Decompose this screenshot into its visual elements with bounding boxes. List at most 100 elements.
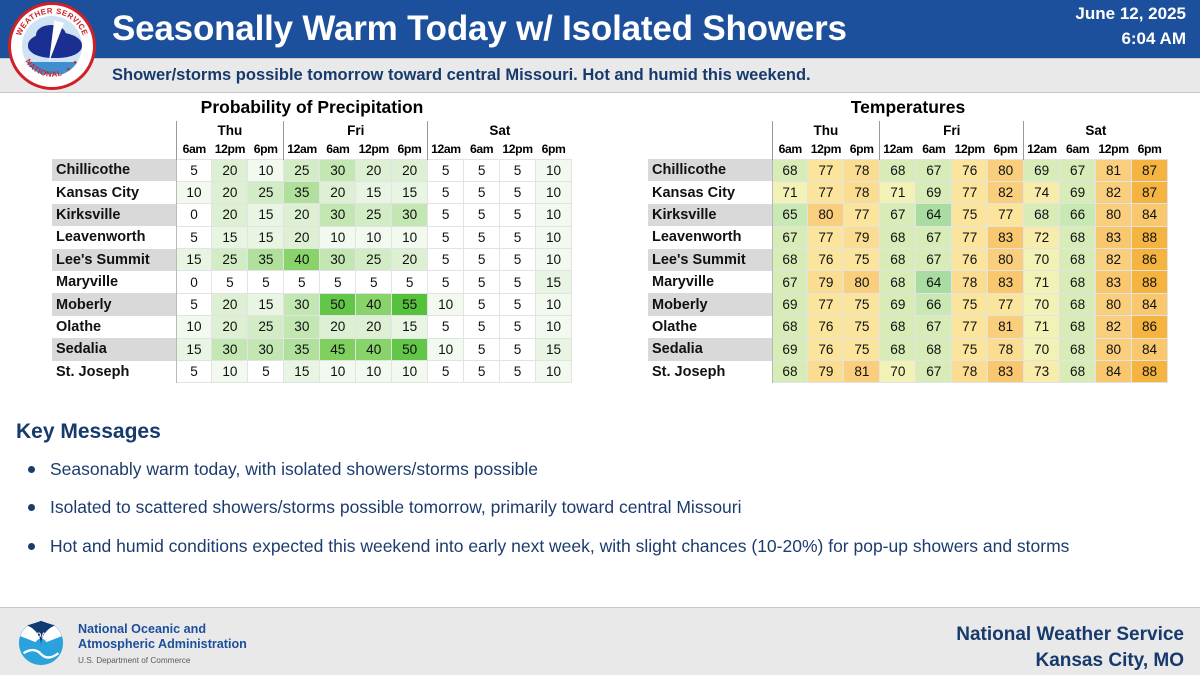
pop-table: Thu Fri Sat 6am 12pm 6pm 12am 6am 12pm 6pm 12am 6a… xyxy=(52,121,572,384)
forecast-value-cell: 77 xyxy=(807,180,845,205)
forecast-value-cell: 10 xyxy=(391,360,429,384)
forecast-value-cell: 25 xyxy=(247,315,285,339)
forecast-value-cell: 76 xyxy=(807,248,845,272)
forecast-value-cell: 79 xyxy=(807,270,845,294)
forecast-value-cell: 80 xyxy=(1095,203,1133,227)
header-date: June 12, 2025 xyxy=(1075,4,1186,23)
forecast-value-cell: 15 xyxy=(211,225,249,250)
forecast-value-cell: 35 xyxy=(283,337,321,362)
forecast-value-cell: 20 xyxy=(211,315,249,339)
forecast-value-cell: 77 xyxy=(807,292,845,317)
table-row: Kirksville 65 80 77 67 64 75 77 68 66 80 84 xyxy=(648,203,1168,227)
table-row: St. Joseph 68 79 81 70 67 78 83 73 68 84 88 xyxy=(648,360,1168,384)
forecast-value-cell: 35 xyxy=(283,180,321,205)
forecast-value-cell: 81 xyxy=(1095,158,1133,182)
forecast-value-cell: 75 xyxy=(843,315,881,339)
forecast-value-cell: 75 xyxy=(951,337,989,362)
forecast-value-cell: 66 xyxy=(1059,203,1097,227)
svg-text:WEATHER SERVICE: WEATHER SERVICE xyxy=(14,6,89,37)
forecast-value-cell: 68 xyxy=(879,337,917,362)
forecast-value-cell: 5 xyxy=(427,270,465,294)
hour-header-thu-6pm: 6pm xyxy=(253,142,278,157)
forecast-value-cell: 68 xyxy=(879,248,917,272)
seal-inner-scene xyxy=(22,16,82,76)
forecast-value-cell: 71 xyxy=(771,180,809,205)
noaa-agency-text: National Oceanic and Atmospheric Adminis… xyxy=(78,622,247,665)
forecast-value-cell: 10 xyxy=(355,225,393,250)
forecast-value-cell: 74 xyxy=(1023,180,1061,205)
forecast-value-cell: 82 xyxy=(987,180,1025,205)
forecast-value-cell: 84 xyxy=(1095,360,1133,384)
hour-header-sat-6am: 6am xyxy=(470,142,494,157)
forecast-value-cell: 30 xyxy=(211,337,249,362)
city-label: Moberly xyxy=(52,293,177,316)
forecast-value-cell: 86 xyxy=(1131,248,1168,272)
forecast-value-cell: 77 xyxy=(807,225,845,250)
table-row: Moberly 5 20 15 30 50 40 55 10 5 5 10 xyxy=(52,292,572,317)
forecast-value-cell: 77 xyxy=(987,203,1025,227)
forecast-value-cell: 5 xyxy=(319,270,357,294)
city-label: Olathe xyxy=(52,315,177,339)
forecast-value-cell: 5 xyxy=(499,360,537,384)
forecast-value-cell: 84 xyxy=(1131,203,1168,227)
city-label: Sedalia xyxy=(52,338,177,361)
key-message-text: Isolated to scattered showers/storms pos… xyxy=(50,497,742,518)
noaa-line-2: Atmospheric Administration xyxy=(78,636,247,651)
forecast-value-cell: 15 xyxy=(535,337,572,362)
forecast-value-cell: 50 xyxy=(319,292,357,317)
hour-header-sat-12am: 12am xyxy=(1023,140,1060,159)
forecast-value-cell: 75 xyxy=(951,292,989,317)
forecast-value-cell: 67 xyxy=(771,270,809,294)
forecast-value-cell: 10 xyxy=(535,225,572,250)
hour-header-sat-6pm: 6pm xyxy=(1137,142,1162,157)
forecast-value-cell: 5 xyxy=(427,315,465,339)
svg-text:NATIONAL ⋆ ⋆: NATIONAL ⋆ ⋆ xyxy=(23,57,80,79)
pop-table-head: Thu Fri Sat 6am 12pm 6pm 12am 6am 12pm 6pm 12am 6a… xyxy=(52,121,572,159)
forecast-value-cell: 5 xyxy=(283,270,321,294)
forecast-value-cell: 15 xyxy=(391,315,429,339)
forecast-value-cell: 68 xyxy=(771,248,809,272)
table-row: Leavenworth 67 77 79 68 67 77 83 72 68 83 88 xyxy=(648,225,1168,250)
forecast-value-cell: 70 xyxy=(1023,292,1061,317)
forecast-value-cell: 15 xyxy=(355,180,393,205)
city-label: Lee's Summit xyxy=(52,248,177,271)
forecast-value-cell: 83 xyxy=(1095,225,1133,250)
forecast-value-cell: 70 xyxy=(1023,248,1061,272)
pop-table-body: Chillicothe 5 20 10 25 30 20 20 5 5 5 10 Kansas City… xyxy=(52,158,572,384)
forecast-value-cell: 25 xyxy=(247,180,285,205)
forecast-value-cell: 20 xyxy=(211,158,249,182)
forecast-value-cell: 83 xyxy=(987,360,1025,384)
day-group-header-thu: Thu xyxy=(175,121,284,140)
forecast-value-cell: 69 xyxy=(915,180,953,205)
forecast-value-cell: 5 xyxy=(499,248,537,272)
city-label: Moberly xyxy=(648,293,773,316)
forecast-value-cell: 84 xyxy=(1131,337,1168,362)
forecast-value-cell: 88 xyxy=(1131,270,1168,294)
forecast-value-cell: 68 xyxy=(879,158,917,182)
forecast-value-cell: 5 xyxy=(175,225,213,250)
forecast-value-cell: 30 xyxy=(391,203,429,227)
forecast-value-cell: 50 xyxy=(391,337,429,362)
forecast-value-cell: 40 xyxy=(283,248,321,272)
forecast-value-cell: 67 xyxy=(915,158,953,182)
key-messages-title: Key Messages xyxy=(16,420,161,443)
forecast-value-cell: 69 xyxy=(1023,158,1061,182)
temp-table: Thu Fri Sat 6am 12pm 6pm 12am 6am 12pm 6pm 12am 6a… xyxy=(648,121,1168,384)
forecast-value-cell: 5 xyxy=(463,248,501,272)
forecast-value-cell: 15 xyxy=(175,248,213,272)
table-row: Moberly 69 77 75 69 66 75 77 70 68 80 84 xyxy=(648,292,1168,317)
forecast-value-cell: 5 xyxy=(175,292,213,317)
forecast-value-cell: 69 xyxy=(1059,180,1097,205)
forecast-value-cell: 71 xyxy=(1023,270,1061,294)
forecast-value-cell: 75 xyxy=(951,203,989,227)
forecast-value-cell: 69 xyxy=(879,292,917,317)
key-messages-list: Seasonably warm today, with isolated sho… xyxy=(14,456,1194,559)
forecast-value-cell: 0 xyxy=(175,203,213,227)
forecast-value-cell: 81 xyxy=(987,315,1025,339)
forecast-value-cell: 68 xyxy=(1059,225,1097,250)
bullet-dot-icon xyxy=(28,504,35,512)
hour-header-fri-12am: 12am xyxy=(283,140,320,159)
bullet-dot-icon xyxy=(28,542,35,550)
forecast-value-cell: 70 xyxy=(1023,337,1061,362)
